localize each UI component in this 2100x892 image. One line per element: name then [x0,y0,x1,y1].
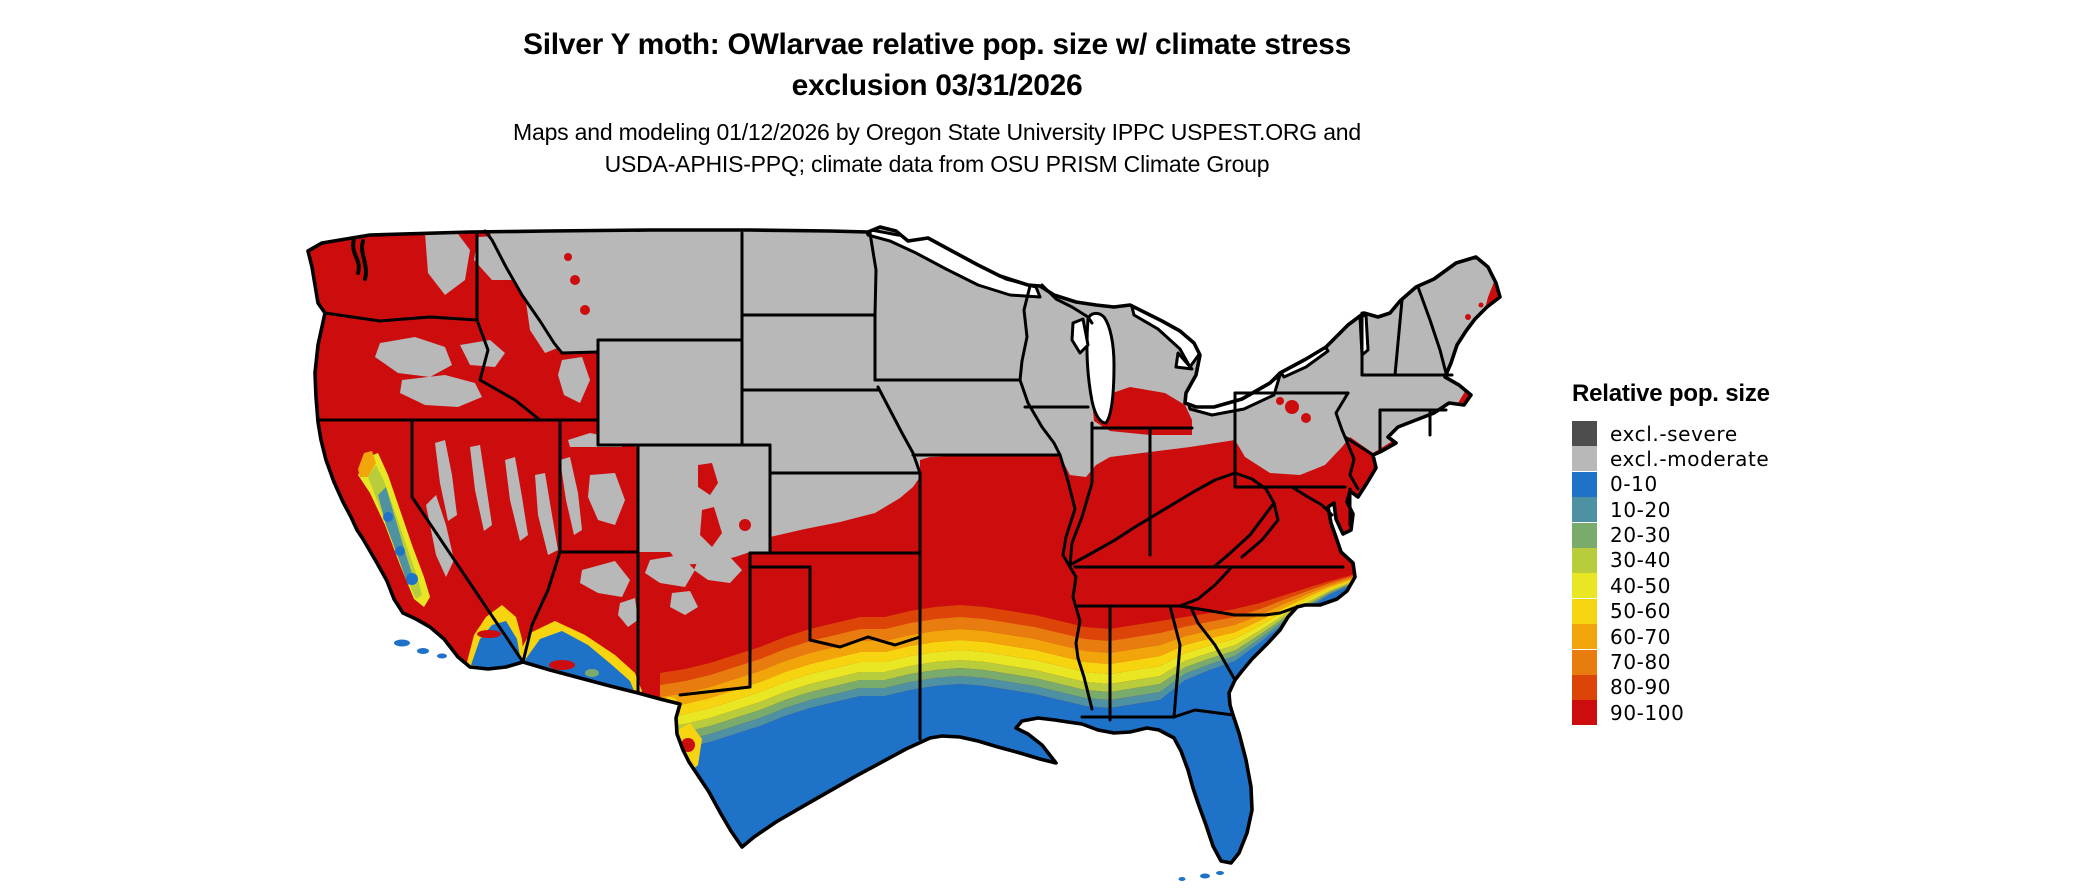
legend-swatch-40-50 [1572,573,1597,599]
lake-michigan [1085,311,1116,425]
legend-row: 90-100 [1572,700,1770,726]
legend-label: excl.-moderate [1610,446,1770,471]
legend-swatch-80-90 [1572,674,1597,700]
band-10-20 [660,580,1364,752]
legend-label: 70-80 [1610,650,1672,675]
ca-valley-blue-3 [406,573,418,585]
ca-valley-orange-tip [358,451,376,477]
legend-title: Relative pop. size [1572,380,1770,407]
legend-label: 60-70 [1610,624,1672,649]
us-map [230,225,1510,885]
us-map-svg [306,225,1502,881]
legend-row: excl.-severe [1572,421,1770,446]
legend-row: excl.-moderate [1572,446,1770,472]
legend-row: 60-70 [1572,624,1770,650]
legend-row: 70-80 [1572,649,1770,675]
legend-swatch-0-10 [1572,471,1597,497]
legend-swatch-50-60 [1572,598,1597,624]
legend-label: 10-20 [1610,497,1672,522]
az-mountain-red-patch [549,660,575,670]
legend-swatch-60-70 [1572,624,1597,650]
ca-valley-blue-1 [383,512,393,522]
legend-label: 30-40 [1610,548,1672,573]
legend-row: 40-50 [1572,573,1770,599]
subtitle-line-2: USDA-APHIS-PPQ; climate data from OSU PR… [604,151,1270,177]
legend-label: 80-90 [1610,675,1672,700]
saginaw-bay [1174,351,1194,371]
legend-label: 20-30 [1610,523,1672,548]
az-desert-blue [525,631,635,693]
mountain-gray-patches [375,230,742,627]
band-60-70 [660,575,1364,708]
subtitle-line-1: Maps and modeling 01/12/2026 by Oregon S… [513,119,1361,145]
state-boundaries [316,229,1454,741]
legend-swatch-excl-severe [1572,421,1597,446]
legend-swatch-10-20 [1572,497,1597,523]
title-line-1: Silver Y moth: OWlarvae relative pop. si… [523,28,1351,61]
florida-keys [1200,873,1210,879]
offshore-islands [394,639,1224,881]
puget-sound [351,237,368,281]
page-subtitle: Maps and modeling 01/12/2026 by Oregon S… [0,116,1874,180]
us-outline [306,225,1502,865]
legend-swatch-70-80 [1572,649,1597,675]
socal-desert-blue [471,621,521,669]
legend-label: 90-100 [1610,700,1685,725]
legend-row: 30-40 [1572,547,1770,573]
title-line-2: exclusion 03/31/2026 [791,69,1083,102]
ca-valley-blue-2 [395,546,405,556]
legend-label: excl.-severe [1610,421,1738,446]
legend-row: 10-20 [1572,497,1770,523]
bigbend-red-spot [681,738,695,752]
az-green-speck [585,669,599,677]
legend-label: 50-60 [1610,599,1672,624]
legend-swatch-30-40 [1572,547,1597,573]
legend-row: 20-30 [1572,522,1770,548]
legend-swatch-90-100 [1572,700,1597,726]
legend-swatch-excl-moderate [1572,446,1597,472]
green-bay [1070,317,1090,355]
legend-row: 80-90 [1572,674,1770,700]
ca-valley-teal [378,487,414,585]
band-50-60 [660,576,1364,718]
legend-swatch-20-30 [1572,522,1597,548]
socal-mountain-red-patch [477,630,501,638]
legend-rows: excl.-severe excl.-moderate 0-10 10-20 2… [1572,421,1770,726]
legend-label: 40-50 [1610,573,1672,598]
legend-row: 0-10 [1572,471,1770,497]
legend: Relative pop. size excl.-severe excl.-mo… [1572,380,1770,726]
page-title: Silver Y moth: OWlarvae relative pop. si… [0,24,1874,106]
legend-label: 0-10 [1610,472,1658,497]
legend-row: 50-60 [1572,598,1770,624]
